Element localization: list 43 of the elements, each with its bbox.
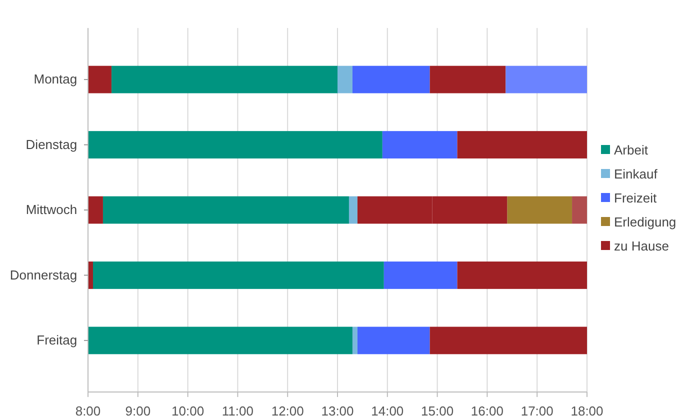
bar: [88, 196, 103, 224]
x-tick-label: 8:00: [75, 404, 101, 417]
y-tick-label: Donnerstag: [10, 267, 78, 282]
legend-label: Freizeit: [614, 190, 658, 206]
x-tick-label: 15:00: [421, 404, 454, 417]
bar: [357, 326, 430, 354]
bar: [88, 326, 352, 354]
bar: [338, 66, 352, 94]
legend-label: Arbeit: [614, 142, 648, 158]
bar: [88, 131, 382, 158]
bar: [507, 196, 572, 224]
x-tick-label: 16:00: [470, 404, 504, 417]
bar: [572, 196, 587, 224]
y-tick-label: Mittwoch: [26, 202, 78, 218]
bar: [384, 262, 458, 289]
legend-label: Einkauf: [614, 166, 658, 182]
x-tick-label: 14:00: [371, 404, 404, 417]
bar: [102, 196, 349, 224]
bar: [88, 262, 93, 289]
y-tick-label: Montag: [34, 72, 78, 87]
bar: [430, 66, 506, 94]
x-tick-label: 9:00: [125, 404, 151, 417]
bar: [457, 131, 587, 158]
x-tick-label: 11:00: [222, 404, 254, 417]
bar: [348, 196, 358, 224]
x-tick-label: 12:00: [271, 404, 304, 417]
y-tick-label: Freitag: [36, 332, 78, 348]
legend-label: zu Hause: [614, 238, 669, 254]
bar: [88, 66, 112, 94]
x-tick-label: 10:00: [172, 404, 204, 417]
bar: [352, 66, 430, 94]
bar: [92, 262, 384, 289]
bar: [111, 66, 338, 94]
bar: [506, 66, 587, 94]
bar: [382, 131, 458, 158]
legend-label: Erledigung: [614, 214, 676, 230]
x-tick-label: 18:00: [570, 404, 604, 417]
bar: [457, 262, 587, 289]
y-tick-label: Dienstag: [26, 136, 78, 152]
bar: [430, 326, 587, 354]
bar: [352, 326, 358, 354]
x-tick-label: 17:00: [520, 404, 554, 417]
x-tick-label: 13:00: [321, 404, 354, 417]
